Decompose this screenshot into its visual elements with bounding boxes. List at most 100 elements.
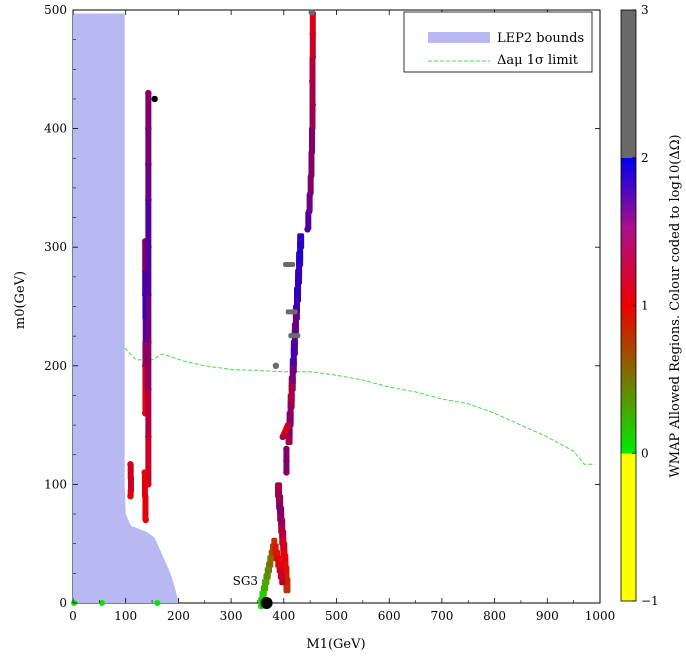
wmap-point: [307, 176, 314, 194]
wmap-point: [272, 362, 280, 369]
wmap-point: [145, 247, 152, 295]
wmap-point: [283, 261, 296, 267]
wmap-point: [127, 490, 134, 497]
wmap-point: [297, 241, 304, 260]
colorbar-tick-label: 1: [641, 299, 649, 313]
wmap-point: [284, 425, 291, 428]
wmap-point: [283, 427, 290, 430]
wmap-point: [275, 555, 282, 568]
colorbar-tick-label: 3: [641, 3, 649, 17]
wmap-point: [127, 464, 134, 479]
wmap-point: [287, 401, 294, 420]
wmap-point: [142, 241, 149, 271]
y-tick-label: 500: [44, 3, 67, 17]
x-tick-label: 900: [536, 609, 559, 623]
wmap-point: [292, 312, 299, 331]
legend-lep2-label: LEP2 bounds: [497, 31, 584, 46]
lep2-bounds-group: [73, 13, 179, 604]
lep2-bounds-region: [73, 13, 179, 604]
wmap-point: [145, 164, 152, 200]
y-tick-label: 200: [44, 359, 67, 373]
wmap-point: [154, 600, 161, 606]
wmap-point: [145, 199, 152, 248]
sg3-marker: [260, 597, 273, 609]
wmap-point: [145, 128, 152, 165]
wmap-point: [288, 383, 295, 402]
x-tick-label: 200: [167, 609, 190, 623]
wmap-point: [282, 429, 289, 433]
legend-lep2-swatch: [428, 32, 490, 43]
wmap-point: [98, 600, 105, 606]
colorbar-tick-label: 0: [641, 446, 649, 460]
delta-a-mu-group: [124, 347, 595, 465]
wmap-point: [308, 152, 315, 177]
wmap-point: [281, 432, 288, 435]
x-tick-label: 300: [220, 609, 243, 623]
y-tick-label: 100: [44, 477, 67, 491]
wmap-point: [142, 496, 149, 520]
wmap-point: [295, 276, 302, 295]
wmap-point: [145, 436, 152, 485]
wmap-point: [264, 567, 271, 580]
colorbar-tick-label: 2: [641, 151, 649, 165]
x-tick-label: 800: [483, 609, 506, 623]
wmap-point: [145, 389, 152, 437]
wmap-point: [293, 294, 300, 313]
x-tick-label: 100: [114, 609, 137, 623]
wmap-points-group: SG3: [71, 9, 316, 609]
wmap-point: [283, 460, 290, 473]
wmap-point: [277, 567, 284, 580]
wmap-point: [309, 33, 316, 58]
y-tick-label: 400: [44, 122, 67, 136]
wmap-point: [290, 348, 297, 366]
y-tick-label: 300: [44, 240, 67, 254]
wmap-point: [145, 342, 152, 390]
y-axis-title: m0(GeV): [13, 271, 28, 329]
wmap-point: [309, 104, 316, 129]
wmap-point: [283, 448, 290, 461]
wmap-point: [285, 309, 298, 315]
wmap-point: [308, 128, 315, 153]
wmap-point: [308, 9, 315, 16]
delta-a-mu-line: [124, 347, 595, 465]
colorbar: −1 0 1 2 3: [620, 3, 659, 608]
y-tick-label: 0: [59, 596, 67, 610]
colorbar-tick-label: −1: [641, 594, 659, 608]
wmap-point: [277, 502, 284, 515]
legend: LEP2 bounds Δaμ 1σ limit: [403, 11, 593, 73]
wmap-point: [309, 57, 316, 82]
wmap-point: [306, 193, 313, 212]
x-tick-label: 0: [69, 609, 77, 623]
wmap-point: [291, 330, 298, 349]
wmap-point: [305, 211, 312, 230]
wmap-point: [288, 333, 301, 339]
wmap-point: [267, 555, 274, 568]
wmap-point: [279, 525, 286, 538]
wmap-point: [280, 434, 287, 437]
wmap-point: [276, 490, 283, 503]
sg3-label: SG3: [233, 574, 258, 588]
wmap-point: [151, 95, 158, 103]
wmap-point: [281, 549, 288, 562]
wmap-point: [283, 573, 290, 586]
x-tick-label: 400: [272, 609, 295, 623]
axes-group: 0 100 200 300 400 500 600 700 800 900 1000 0 100 200 3…: [44, 3, 615, 623]
wmap-point: [262, 579, 269, 592]
wmap-point: [259, 591, 266, 603]
x-axis-title: M1(GeV): [306, 637, 365, 652]
wmap-point: [142, 270, 149, 295]
wmap-point: [141, 472, 148, 497]
wmap-point: [145, 294, 152, 343]
wmap-point: [272, 543, 279, 556]
colorbar-label: WMAP Allowed Regions. Colour coded to lo…: [668, 134, 683, 477]
wmap-point: [309, 81, 316, 105]
x-tick-label: 700: [430, 609, 453, 623]
x-tick-label: 600: [378, 609, 401, 623]
x-tick-label: 1000: [585, 609, 616, 623]
wmap-point: [289, 365, 296, 384]
wmap-point: [282, 561, 289, 574]
wmap-point: [280, 537, 287, 550]
wmap-point: [127, 478, 134, 491]
wmap-point: [145, 93, 152, 129]
